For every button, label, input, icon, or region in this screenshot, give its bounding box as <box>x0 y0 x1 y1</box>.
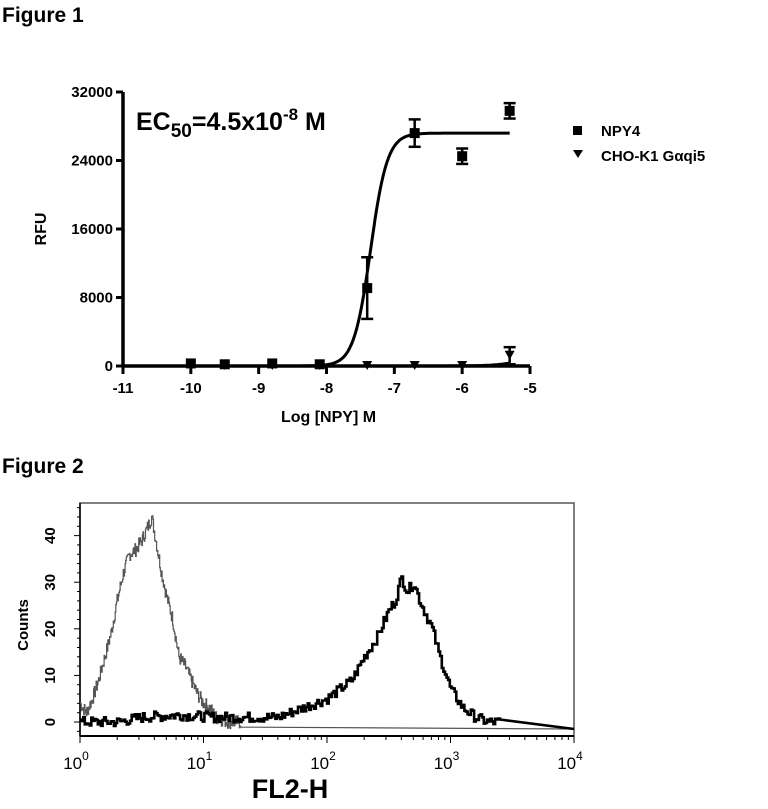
square-marker <box>409 128 420 139</box>
x-tick-label: -7 <box>388 380 401 397</box>
legend-triangle-icon <box>573 150 583 158</box>
y-tick-label: 16000 <box>71 221 113 238</box>
x-tick-label: -8 <box>320 380 333 397</box>
x-axis-title: Log [NPY] M <box>281 409 376 426</box>
histogram-npy4 <box>80 575 575 731</box>
series-npy4 <box>185 101 516 370</box>
triangle-marker <box>314 361 325 370</box>
x-tick-label: 104 <box>557 749 583 773</box>
fit-curve-0 <box>190 131 510 368</box>
triangle-marker <box>267 361 278 370</box>
x-axis-title: FL2-H <box>252 774 329 804</box>
y-axis-title: Counts <box>15 599 32 651</box>
y-tick-label: 20 <box>42 620 59 637</box>
figure1-title: Figure 1 <box>2 4 84 27</box>
triangle-marker <box>457 361 468 370</box>
legend-label-cho-k1: CHO-K1 Gαqi5 <box>601 148 705 165</box>
y-tick-label: 0 <box>105 358 113 375</box>
square-marker <box>504 105 515 116</box>
y-tick-label: 8000 <box>80 290 113 307</box>
y-tick-label: 0 <box>42 718 59 726</box>
square-marker <box>457 151 468 162</box>
x-tick-label: 102 <box>310 749 336 773</box>
triangle-marker <box>185 361 196 370</box>
x-tick-label: -10 <box>180 380 202 397</box>
y-tick-label: 10 <box>42 667 59 684</box>
x-tick-label: 100 <box>63 749 89 773</box>
figure2-title: Figure 2 <box>2 455 84 478</box>
legend-label-npy4: NPY4 <box>601 123 641 140</box>
figure1-dose-response-chart: 0 8000 16000 24000 32000 -11 -10 -9 -8 -7 -6 -5 Log … <box>33 84 705 426</box>
series-cho-k1 <box>185 345 516 370</box>
x-tick-label: -6 <box>455 380 468 397</box>
x-tick-label: -5 <box>523 380 536 397</box>
figure2-frame: 0 10 20 30 40 100 101 102 103 104 FL2-H Counts <box>15 502 583 804</box>
figure1-axes: 0 8000 16000 24000 32000 -11 -10 -9 -8 -7 -6 -5 Log … <box>33 84 537 426</box>
triangle-marker <box>504 350 515 360</box>
x-tick-label: 103 <box>434 749 460 773</box>
y-tick-label: 30 <box>42 574 59 591</box>
x-tick-label: -11 <box>113 380 134 397</box>
y-tick-label: 24000 <box>71 153 113 170</box>
y-tick-label: 40 <box>42 527 59 544</box>
triangle-marker <box>409 361 420 370</box>
legend-square-icon <box>573 126 582 135</box>
y-tick-label: 32000 <box>71 84 113 101</box>
x-tick-label: -9 <box>252 380 265 397</box>
y-axis-title: RFU <box>33 213 50 246</box>
triangle-marker <box>219 361 230 370</box>
histogram-control <box>80 515 575 730</box>
fit-curve-1 <box>190 361 510 368</box>
square-marker <box>362 283 373 294</box>
triangle-marker <box>362 361 373 370</box>
x-tick-label: 101 <box>187 749 213 773</box>
figure1-legend: NPY4 CHO-K1 Gαqi5 <box>573 123 705 165</box>
ec50-annotation: EC50=4.5x10-8 M <box>136 105 326 142</box>
